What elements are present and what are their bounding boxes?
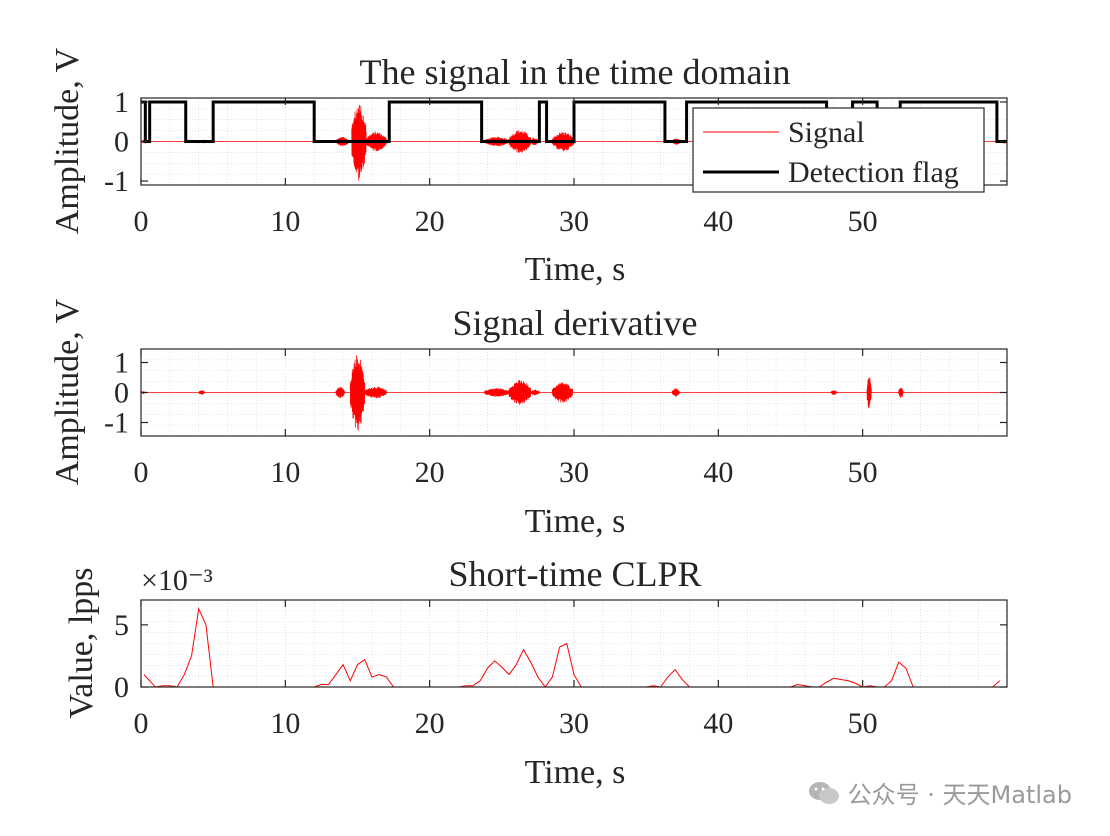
y-tick-label: 1 <box>114 347 129 380</box>
signal-burst <box>140 391 146 394</box>
signal-burst <box>508 130 532 154</box>
subplot3-y-ticks: 05 <box>114 609 1007 704</box>
signal-burst <box>530 137 539 146</box>
signal-burst <box>484 388 510 397</box>
subplot3-scale-exponent: ×10⁻³ <box>141 564 213 597</box>
x-tick-label: 30 <box>559 205 589 238</box>
subplot1-y-ticks: -1 0 1 <box>104 86 1007 198</box>
subplot2-y-ticks: -101 <box>104 347 1007 440</box>
subplot3-title: Short-time CLPR <box>448 554 701 594</box>
subplot3-y-label: Value, lpps <box>63 567 100 718</box>
x-tick-label: 40 <box>703 205 733 238</box>
y-tick-label: -1 <box>104 165 129 198</box>
signal-burst <box>335 136 350 146</box>
subplot-signal-derivative: Signal derivative 0 10 20 30 40 50 -101 Time,… <box>49 298 1008 540</box>
x-tick-label: 20 <box>415 456 445 489</box>
x-tick-label: 50 <box>848 205 878 238</box>
signal-burst <box>198 390 205 395</box>
subplot2-x-label: Time, s <box>525 503 626 540</box>
signal-burst <box>866 377 872 409</box>
y-tick-label: 0 <box>114 126 129 159</box>
watermark-text: 公众号 · 天天Matlab <box>847 781 1072 809</box>
signal-burst <box>351 104 367 181</box>
legend: Signal Detection flag <box>692 107 985 193</box>
x-tick-label: 10 <box>270 456 300 489</box>
subplot2-y-label: Amplitude, V <box>49 298 86 485</box>
x-tick-label: 0 <box>134 456 149 489</box>
signal-burst <box>551 132 575 151</box>
x-tick-label: 10 <box>270 205 300 238</box>
subplot-short-time-clpr: Short-time CLPR ×10⁻³ 0 10 20 30 40 50 05 Tim… <box>63 554 1008 791</box>
subplot2-title: Signal derivative <box>453 303 698 343</box>
subplot3-x-ticks: 0 10 20 30 40 50 <box>134 600 878 740</box>
subplot1-x-ticks: 0 10 20 30 40 50 <box>134 98 878 238</box>
x-tick-label: 20 <box>415 205 445 238</box>
signal-burst <box>484 136 510 147</box>
watermark: 公众号 · 天天Matlab <box>808 775 1072 810</box>
subplot3-x-label: Time, s <box>525 754 626 791</box>
subplot3-grid <box>140 600 1008 687</box>
subplot2-x-ticks: 0 10 20 30 40 50 <box>134 349 878 489</box>
x-tick-label: 50 <box>848 707 878 740</box>
wechat-icon <box>808 781 839 804</box>
subplot1-y-label: Amplitude, V <box>49 47 86 234</box>
y-tick-label: 0 <box>114 671 129 704</box>
legend-label-detection-flag: Detection flag <box>788 156 959 189</box>
legend-box <box>692 107 985 193</box>
x-tick-label: 10 <box>270 707 300 740</box>
signal-burst <box>530 389 540 396</box>
signal-burst <box>551 382 573 403</box>
signal-burst <box>671 138 682 145</box>
x-tick-label: 30 <box>559 707 589 740</box>
y-tick-label: 5 <box>114 609 129 642</box>
signal-burst <box>671 388 680 397</box>
subplot2-data <box>140 355 1007 431</box>
signal-burst <box>508 380 532 405</box>
x-tick-label: 40 <box>703 456 733 489</box>
signal-burst <box>365 131 387 152</box>
signal-burst <box>364 386 387 399</box>
legend-label-signal: Signal <box>788 116 865 149</box>
x-tick-label: 20 <box>415 707 445 740</box>
x-tick-label: 40 <box>703 707 733 740</box>
signal-burst <box>830 390 838 395</box>
subplot-signal-time-domain: The signal in the time domain 0 10 20 30 40 5… <box>49 47 1008 288</box>
y-tick-label: 1 <box>114 86 129 119</box>
subplot1-x-label: Time, s <box>525 251 626 288</box>
x-tick-label: 0 <box>134 707 149 740</box>
x-tick-label: 0 <box>134 205 149 238</box>
x-tick-label: 50 <box>848 456 878 489</box>
signal-burst <box>335 387 345 399</box>
y-tick-label: 0 <box>114 377 129 410</box>
subplot1-title: The signal in the time domain <box>360 52 791 92</box>
signal-burst <box>349 355 366 431</box>
x-tick-label: 30 <box>559 456 589 489</box>
signal-burst <box>898 387 904 398</box>
y-tick-label: -1 <box>104 407 129 440</box>
